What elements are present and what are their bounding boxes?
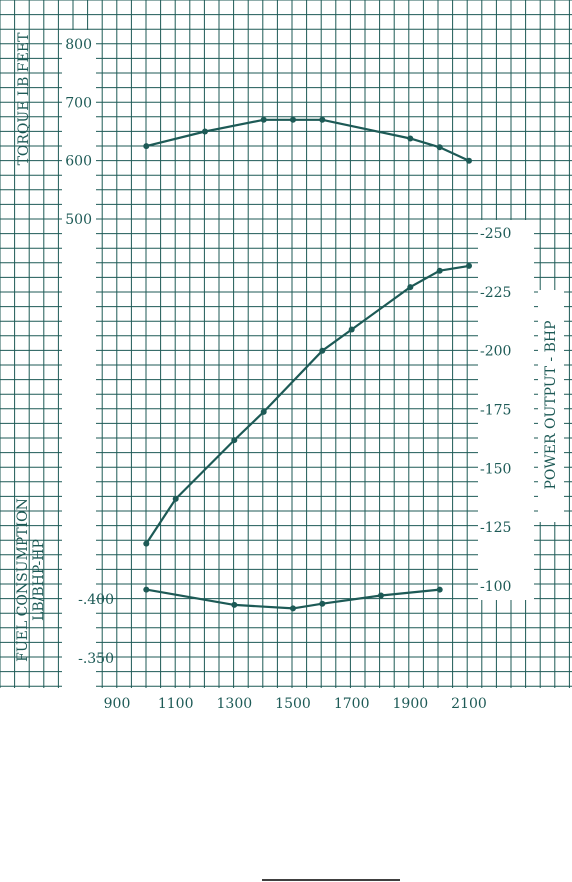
power-tick-label: -175 xyxy=(480,403,511,419)
power-data-point xyxy=(143,540,150,547)
power-data-point xyxy=(260,408,267,415)
torque-axis-label: TORQUE LB FEET xyxy=(16,32,32,165)
power-data-point xyxy=(466,262,472,269)
power-series-line xyxy=(145,264,470,545)
power-tick-label: -150 xyxy=(480,461,511,477)
power-tick-label: -200 xyxy=(480,344,511,360)
power-tick-label: -125 xyxy=(480,520,511,536)
power-data-point xyxy=(407,284,414,291)
power-data-point xyxy=(348,326,355,333)
fuel-data-point xyxy=(290,605,296,612)
chart-labels: 900 1100 1300 1500 1700 1900 2100 800 700 600 500 -… xyxy=(15,32,559,712)
x-tick-label: 1500 xyxy=(275,696,311,712)
power-tick-label: -100 xyxy=(480,579,511,595)
torque-data-point xyxy=(436,144,443,151)
chart-series xyxy=(143,116,472,612)
fuel-axis-label-line2: LB/BHP-HP xyxy=(31,539,47,621)
power-data-point xyxy=(436,267,443,274)
fuel-data-point xyxy=(378,592,384,599)
torque-data-point xyxy=(202,128,208,135)
torque-data-point xyxy=(466,157,472,164)
x-tick-label: 1100 xyxy=(158,696,194,712)
power-data-point xyxy=(319,347,326,354)
fuel-data-point xyxy=(319,600,326,607)
fuel-tick-label: -.400 xyxy=(78,592,114,608)
torque-data-point xyxy=(143,143,150,150)
tick-label-band-left xyxy=(62,30,96,690)
fuel-axis-label-line1: FUEL CONSUMPTION xyxy=(15,498,31,662)
x-tick-label: 1900 xyxy=(393,696,429,712)
torque-tick-label: 500 xyxy=(65,212,92,228)
power-tick-label: -250 xyxy=(480,226,511,242)
power-data-point xyxy=(231,437,238,444)
torque-tick-label: 800 xyxy=(65,37,92,53)
power-axis-label-band xyxy=(538,290,564,522)
power-tick-label: -225 xyxy=(480,285,511,301)
x-tick-label: 1700 xyxy=(334,696,370,712)
torque-tick-label: 600 xyxy=(65,154,92,170)
power-axis-label: POWER OUTPUT - BHP xyxy=(543,321,559,490)
fuel-tick-label: -.350 xyxy=(78,651,114,667)
x-tick-label: 1300 xyxy=(217,696,253,712)
torque-tick-label: 700 xyxy=(65,95,92,111)
x-tick-label: 900 xyxy=(104,696,131,712)
torque-data-point xyxy=(407,135,414,142)
torque-data-point xyxy=(290,116,296,123)
torque-series-line xyxy=(146,118,470,162)
fuel-series-line xyxy=(146,588,440,610)
torque-data-point xyxy=(319,116,326,123)
fuel-data-point xyxy=(143,586,150,593)
tick-label-band-right xyxy=(478,220,534,600)
x-tick-label: 2100 xyxy=(451,696,487,712)
torque-data-point xyxy=(260,116,267,123)
fuel-data-point xyxy=(436,586,443,593)
fuel-data-point xyxy=(231,601,238,608)
power-data-point xyxy=(172,495,179,502)
